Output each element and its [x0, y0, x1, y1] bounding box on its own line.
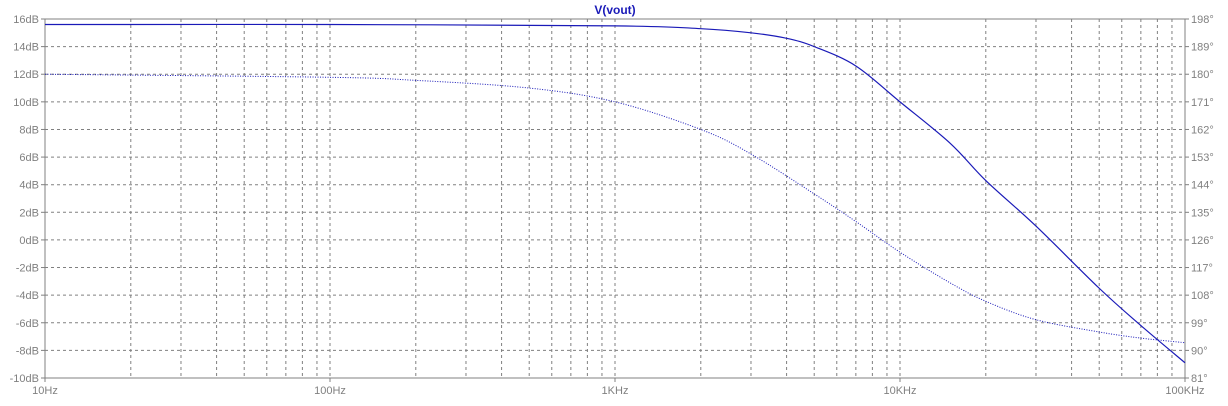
right-axis-ticks: 198° 189° 180° 171° 162° 153° 144° 135° 126° 117°…	[1185, 14, 1214, 385]
right-tick-label: 153°	[1191, 152, 1214, 164]
left-tick-label: -4dB	[16, 290, 39, 302]
left-tick-label: 4dB	[19, 180, 39, 192]
right-tick-label: 198°	[1191, 14, 1214, 26]
right-tick-label: 171°	[1191, 97, 1214, 109]
left-axis-ticks: 16dB 14dB 12dB 10dB 8dB 6dB 4dB 2dB 0dB -2dB -4dB -…	[10, 14, 45, 385]
chart-title: V(vout)	[594, 3, 635, 17]
left-tick-label: -6dB	[16, 318, 39, 330]
x-axis-ticks: 10Hz 100Hz 1KHz 10KHz 100KHz	[32, 378, 1205, 397]
left-tick-label: -2dB	[16, 263, 39, 275]
left-tick-label: 2dB	[19, 207, 39, 219]
right-tick-label: 90°	[1191, 345, 1208, 357]
x-tick-label: 10KHz	[883, 385, 916, 397]
left-tick-label: 8dB	[19, 124, 39, 136]
right-tick-label: 135°	[1191, 207, 1214, 219]
x-tick-label: 1KHz	[602, 385, 629, 397]
right-tick-label: 180°	[1191, 69, 1214, 81]
x-tick-label: 100KHz	[1165, 385, 1204, 397]
x-tick-label: 100Hz	[314, 385, 346, 397]
right-tick-label: 99°	[1191, 318, 1208, 330]
left-tick-label: 14dB	[13, 42, 39, 54]
left-tick-label: 12dB	[13, 69, 39, 81]
left-tick-label: 10dB	[13, 97, 39, 109]
right-tick-label: 144°	[1191, 180, 1214, 192]
right-tick-label: 189°	[1191, 42, 1214, 54]
left-tick-label: -8dB	[16, 345, 39, 357]
magnitude-curve	[44, 23, 1186, 364]
right-tick-label: 126°	[1191, 235, 1214, 247]
grid-lines	[45, 19, 1185, 378]
x-tick-label: 10Hz	[32, 385, 58, 397]
left-tick-label: 0dB	[19, 235, 39, 247]
left-tick-label: -10dB	[10, 373, 39, 385]
right-tick-label: 108°	[1191, 290, 1214, 302]
right-tick-label: 162°	[1191, 124, 1214, 136]
left-tick-label: 16dB	[13, 14, 39, 26]
left-tick-label: 6dB	[19, 152, 39, 164]
right-tick-label: 117°	[1191, 263, 1213, 275]
series-group	[44, 23, 1186, 364]
right-tick-label: 81°	[1191, 373, 1208, 385]
